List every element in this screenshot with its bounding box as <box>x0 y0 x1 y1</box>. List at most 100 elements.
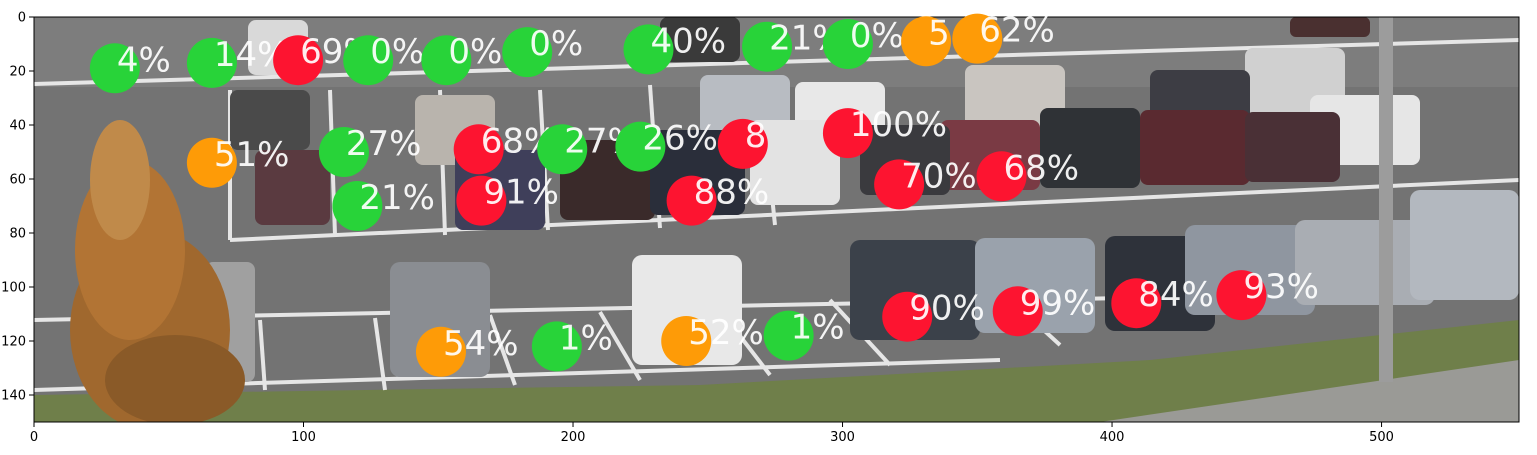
detection-marker: 27% <box>318 124 422 177</box>
x-tick-label: 100 <box>291 430 316 445</box>
parking-lot-photo <box>34 17 1519 422</box>
marker-dot <box>332 181 383 231</box>
marker-label: 1% <box>791 308 845 348</box>
detection-marker: 40% <box>623 21 726 75</box>
y-tick-label: 60 <box>9 173 26 188</box>
marker-dot <box>343 35 394 86</box>
detection-marker: 0% <box>822 16 904 69</box>
y-tick-label: 80 <box>9 227 26 242</box>
detection-marker: 5 <box>901 13 952 67</box>
marker-dot <box>742 21 793 72</box>
marker-dot <box>502 27 553 78</box>
marker-label: 90% <box>909 289 985 329</box>
marker-dot <box>531 321 582 372</box>
marker-dot <box>415 326 466 377</box>
marker-dot <box>822 108 873 159</box>
marker-dot <box>273 35 324 86</box>
marker-label: 70% <box>901 156 977 196</box>
marker-label: 84% <box>1138 275 1214 315</box>
marker-label: 0% <box>370 32 424 72</box>
x-tick-label: 300 <box>830 430 855 445</box>
marker-label: 51% <box>214 135 290 175</box>
marker-label: 8 <box>745 116 767 156</box>
marker-label: 93% <box>1243 267 1319 307</box>
marker-dot <box>421 35 472 86</box>
marker-dot <box>623 24 674 75</box>
marker-dot <box>901 16 952 67</box>
x-axis: 0 100 200 300 400 500 <box>30 422 1394 445</box>
detection-marker: 54% <box>415 324 519 377</box>
marker-label: 88% <box>694 173 770 213</box>
marker-label: 68% <box>1004 148 1080 188</box>
marker-label: 62% <box>979 11 1055 51</box>
detection-marker: 8 <box>717 116 768 169</box>
marker-dot <box>615 121 666 172</box>
marker-dot <box>1111 278 1162 329</box>
marker-dot <box>89 43 140 94</box>
marker-dot <box>882 291 933 342</box>
detection-marker: 100% <box>822 105 947 159</box>
marker-dot <box>186 137 237 188</box>
detection-marker: 93% <box>1216 267 1319 321</box>
grass-area <box>34 320 1519 422</box>
marker-dot <box>186 37 237 88</box>
x-tick-label: 200 <box>561 430 586 445</box>
detection-marker: 1% <box>531 318 613 372</box>
x-tick-label: 500 <box>1369 430 1394 445</box>
detection-marker: 88% <box>666 173 770 226</box>
marker-dot <box>952 13 1003 64</box>
detection-marker: 68% <box>976 148 1080 202</box>
marker-label: 4% <box>117 40 171 80</box>
marker-label: 91% <box>483 173 559 213</box>
detection-marker: 84% <box>1111 275 1214 329</box>
detection-marker: 0% <box>343 32 424 86</box>
detection-marker: 21% <box>332 178 435 231</box>
tree <box>70 120 245 422</box>
detection-markers: 4% 14% 69%0% 0% 0% 40% 21% 0% 5 62%51% 27% 68% 27% 26… <box>89 11 1319 377</box>
detection-marker: 51% <box>186 135 290 188</box>
marker-label: 40% <box>650 21 726 61</box>
marker-label: 99% <box>1020 283 1096 323</box>
marker-label: 1% <box>559 318 613 358</box>
marker-dot <box>717 118 768 169</box>
detection-marker: 4% <box>89 40 171 94</box>
y-tick-label: 100 <box>1 281 26 296</box>
y-tick-label: 0 <box>18 11 26 26</box>
detection-marker: 52% <box>661 313 764 366</box>
marker-label: 5 <box>928 13 950 53</box>
marker-label: 26% <box>642 119 718 159</box>
y-tick-label: 140 <box>1 389 26 404</box>
marker-label: 21% <box>359 178 435 218</box>
marker-label: 52% <box>688 313 764 353</box>
detection-marker: 0% <box>502 24 583 78</box>
sidewalk <box>1100 360 1519 422</box>
marker-dot <box>456 175 507 226</box>
marker-label: 27% <box>346 124 422 164</box>
marker-label: 100% <box>850 105 947 145</box>
detection-marker: 62% <box>952 11 1055 64</box>
marker-dot <box>453 124 504 175</box>
detection-marker: 99% <box>992 283 1096 337</box>
detection-marker: 70% <box>874 156 977 210</box>
x-tick-label: 0 <box>30 430 38 445</box>
detection-marker: 91% <box>456 173 559 226</box>
y-axis: 0 20 40 60 80 100 120 140 <box>1 11 34 404</box>
detection-marker: 0% <box>421 32 502 86</box>
marker-label: 0% <box>448 32 502 72</box>
x-tick-label: 400 <box>1100 430 1125 445</box>
y-tick-label: 120 <box>1 335 26 350</box>
y-tick-label: 20 <box>9 65 26 80</box>
marker-dot <box>822 19 873 69</box>
marker-dot <box>992 286 1043 337</box>
marker-dot <box>976 151 1027 202</box>
y-tick-label: 40 <box>9 119 26 134</box>
marker-dot <box>1216 270 1267 321</box>
detection-marker: 90% <box>882 289 985 342</box>
marker-label: 54% <box>443 324 519 364</box>
detection-marker: 26% <box>615 119 718 172</box>
marker-dot <box>763 310 814 361</box>
marker-label: 0% <box>850 16 904 56</box>
marker-dot <box>318 127 369 177</box>
marker-dot <box>874 159 925 210</box>
